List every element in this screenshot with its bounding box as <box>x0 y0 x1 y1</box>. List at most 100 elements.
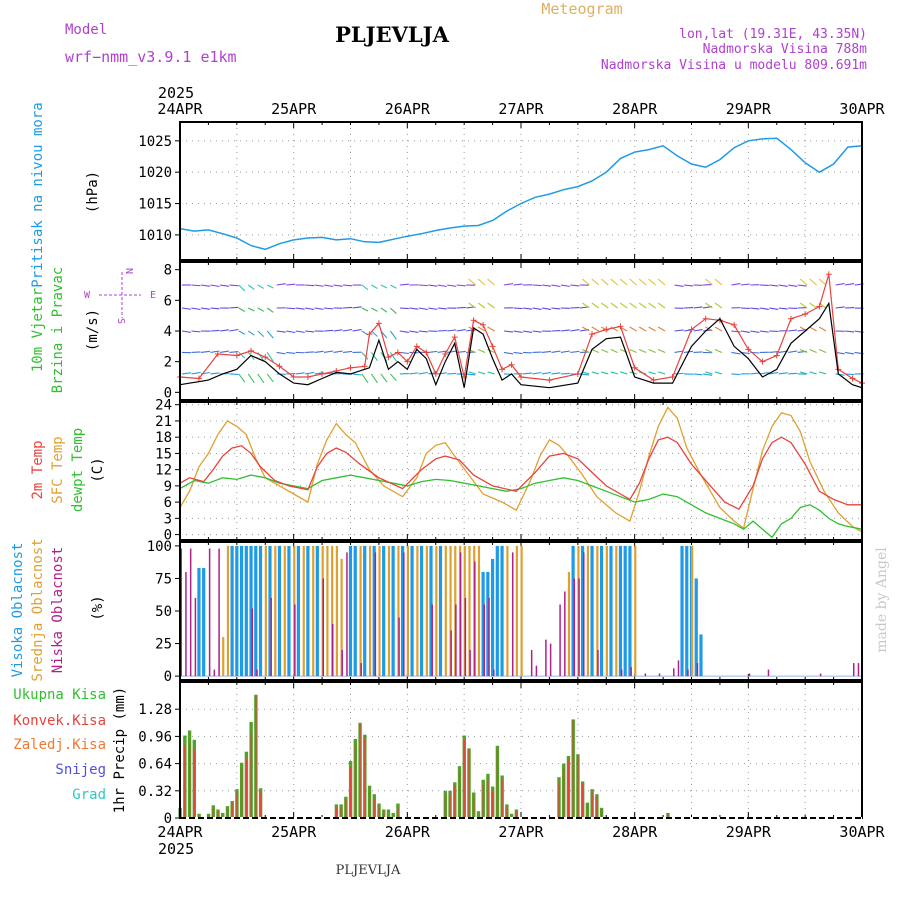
wind-vector <box>705 326 713 332</box>
top-date-label: 25APR <box>271 100 317 118</box>
wind-vector <box>532 330 542 333</box>
precip-conv-bar <box>506 807 508 818</box>
cloud-bar <box>398 617 400 677</box>
cloud-bar <box>673 668 675 677</box>
wind-vector <box>361 352 369 360</box>
precip-conv-bar <box>591 792 593 818</box>
wind-vector <box>342 306 353 309</box>
top-date-label: 29APR <box>726 100 772 118</box>
wind-vector <box>674 329 684 332</box>
gust-line <box>179 274 863 384</box>
wind-vector <box>648 302 656 309</box>
y-tick-label: 0 <box>164 385 172 401</box>
cloud-bar <box>687 669 689 677</box>
gust-marker <box>319 370 326 377</box>
temp-2m-line <box>179 436 862 511</box>
wind-vector <box>513 307 523 310</box>
wind-vector <box>648 348 656 353</box>
wind-vector <box>759 307 769 310</box>
precip-conv-bar <box>226 808 229 818</box>
temp-side-label-1: 2m Temp <box>30 440 46 499</box>
precip-conv-bar <box>245 758 248 818</box>
wind-vector <box>286 307 296 310</box>
wind-vector <box>619 278 628 286</box>
cloud-bar <box>180 548 182 677</box>
wind-vector <box>477 348 486 353</box>
wind-vector <box>769 284 779 287</box>
compass-rose: N E S W <box>84 268 156 324</box>
gust-marker <box>589 331 596 338</box>
cloud-bar <box>363 545 367 677</box>
gust-marker <box>688 326 695 333</box>
y-tick-label: 100 <box>147 539 172 555</box>
wind-vector <box>657 302 666 309</box>
cloud-bar <box>583 552 585 677</box>
wind-vector <box>731 330 741 333</box>
wind-vector <box>200 350 211 354</box>
precip-conv-bar <box>340 807 342 818</box>
wind-vector <box>693 328 703 332</box>
cloud-bar <box>474 561 476 677</box>
bottom-date-label: 25APR <box>271 823 317 841</box>
wind-vector <box>844 283 855 286</box>
precip-total-bar <box>206 813 211 818</box>
cloud-bar <box>468 545 471 677</box>
temp-unit: (C) <box>90 457 106 482</box>
y-tick-label: 12 <box>155 463 172 479</box>
precip-conv-bar <box>468 750 470 818</box>
wind-vector <box>437 372 447 375</box>
gust-marker <box>432 370 439 377</box>
precip-conv-bar <box>444 796 446 818</box>
precip-conv-bar <box>345 799 347 818</box>
wind-vector <box>657 326 666 332</box>
y-tick-label: 6 <box>164 495 172 511</box>
wind-vector <box>610 278 619 286</box>
pressure-line <box>179 137 863 251</box>
year-top: 2025 <box>158 84 194 102</box>
wind-vector <box>342 350 353 354</box>
cloud-bar <box>691 545 694 677</box>
wind-vector <box>257 373 265 384</box>
wind-vector <box>619 302 628 309</box>
wind-vector <box>257 330 265 338</box>
cloud-bar <box>767 669 770 677</box>
wind-vector <box>487 302 495 309</box>
cloud-bar <box>630 666 632 677</box>
cloud-bar <box>699 634 703 677</box>
precip-conv-bar <box>577 756 579 818</box>
precip-conv-bar <box>373 799 375 818</box>
wind-vector <box>750 372 760 375</box>
wind-vector <box>238 284 246 292</box>
precip-unit: 1hr Precip (mm) <box>112 687 128 813</box>
wind-vector <box>731 373 741 376</box>
gust-marker <box>669 374 676 380</box>
cloud-bar <box>596 545 599 677</box>
cloud-bar <box>506 545 509 677</box>
wind-vector <box>371 284 378 289</box>
cloud-bar <box>419 545 424 677</box>
precip-conv-bar <box>241 767 243 818</box>
wind-vector <box>769 371 779 375</box>
wind-vector <box>286 330 296 334</box>
wind-vector <box>629 348 637 353</box>
wind-vector <box>532 307 542 311</box>
wind-vector <box>219 350 229 354</box>
cloud-bar <box>208 548 211 677</box>
y-tick-label: 1020 <box>138 165 172 181</box>
wind-vector <box>324 307 334 310</box>
wind-vector <box>731 351 741 355</box>
wind-vector <box>210 329 220 332</box>
wind-vector <box>818 348 827 353</box>
wind-side-label-1: 10m Vjetar <box>30 288 46 372</box>
gust-marker <box>375 320 382 327</box>
wind-vector <box>731 283 741 286</box>
wind-vector <box>295 307 305 310</box>
wind-vector <box>295 372 305 375</box>
wind-vector <box>229 284 239 287</box>
wind-vector <box>428 350 438 354</box>
precip-conv-bar <box>667 813 669 818</box>
wind-vector <box>522 330 533 333</box>
y-tick-label: 1.28 <box>138 702 172 718</box>
wind-vector <box>809 278 817 286</box>
